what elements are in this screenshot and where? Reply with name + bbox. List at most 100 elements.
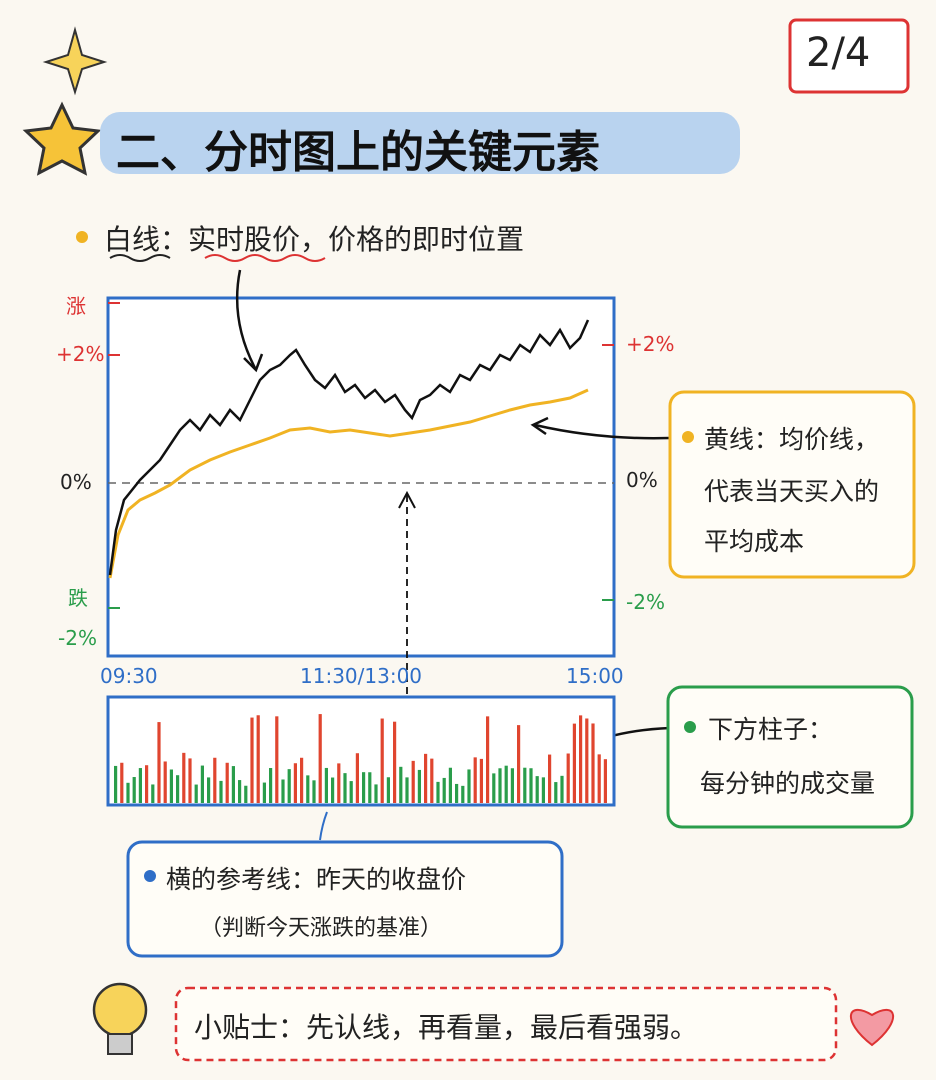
arrow-head bbox=[243, 353, 264, 373]
volume-bar bbox=[188, 758, 192, 803]
volume-bar bbox=[436, 781, 440, 803]
blue-note-line: 横的参考线：昨天的收盘价 bbox=[166, 865, 467, 894]
arrow bbox=[235, 269, 257, 369]
time-label: 09:30 bbox=[100, 664, 158, 688]
volume-bar bbox=[331, 777, 335, 803]
volume-bar bbox=[579, 715, 583, 803]
volume-bar bbox=[287, 769, 291, 803]
volume-bar bbox=[132, 777, 136, 803]
bulb bbox=[92, 982, 148, 1038]
volume-bar bbox=[349, 781, 353, 803]
bullet bbox=[684, 721, 696, 733]
bullet bbox=[76, 231, 88, 243]
volume-bar bbox=[163, 761, 167, 803]
white-line-note: 白线：实时股价，价格的即时位置 bbox=[104, 223, 525, 256]
volume-bar bbox=[182, 752, 186, 803]
volume-bar bbox=[473, 757, 477, 803]
volume-bar bbox=[120, 762, 124, 803]
volume-bar bbox=[486, 716, 490, 803]
volume-bar bbox=[541, 777, 545, 803]
volume-bar bbox=[269, 768, 273, 803]
volume-bar bbox=[176, 775, 180, 803]
yellow-note-box bbox=[668, 390, 916, 579]
volume-bar bbox=[256, 715, 260, 803]
tip: 小贴士：先认线，再看量，最后看强弱。 bbox=[194, 1011, 699, 1044]
yellow-note-line: 代表当天买入的 bbox=[704, 477, 880, 506]
axis-label: 0% bbox=[626, 468, 658, 492]
volume-bar bbox=[442, 777, 446, 803]
volume-bar bbox=[548, 754, 552, 803]
volume-bar bbox=[318, 714, 322, 803]
arrow bbox=[534, 423, 671, 440]
volume-bar bbox=[194, 784, 198, 803]
volume-bars bbox=[114, 714, 607, 803]
volume-bar bbox=[151, 784, 155, 803]
volume-bar bbox=[368, 772, 372, 803]
volume-bar bbox=[504, 765, 508, 803]
volume-bar bbox=[250, 717, 254, 803]
volume-bar bbox=[399, 766, 403, 803]
axis-label: 涨 bbox=[66, 294, 86, 318]
arrow bbox=[319, 811, 328, 841]
volume-bar bbox=[114, 765, 118, 803]
volume-bar bbox=[343, 773, 347, 803]
arrow-head bbox=[398, 490, 416, 509]
volume-bar bbox=[572, 723, 576, 803]
average-price-line bbox=[108, 388, 589, 579]
green-note-box bbox=[666, 685, 914, 829]
bullet bbox=[144, 870, 156, 882]
axis-label: +2% bbox=[56, 342, 105, 366]
volume-bar bbox=[560, 775, 564, 803]
underline bbox=[204, 254, 326, 262]
volume-bar bbox=[213, 757, 217, 803]
volume-bar bbox=[293, 763, 297, 803]
bullet bbox=[682, 431, 694, 443]
blue-note-line: （判断今天涨跌的基准） bbox=[200, 916, 443, 941]
volume-bar bbox=[238, 780, 242, 803]
volume-bar bbox=[281, 779, 285, 803]
heading-highlight bbox=[100, 112, 740, 174]
volume-bar bbox=[498, 768, 502, 803]
volume-bar bbox=[585, 718, 589, 803]
price-line bbox=[108, 319, 590, 576]
volume-bar bbox=[386, 777, 390, 803]
volume-bar bbox=[145, 765, 149, 803]
volume-bar bbox=[231, 766, 235, 803]
volume-bar bbox=[324, 767, 328, 803]
volume-bar bbox=[405, 777, 409, 803]
volume-bar bbox=[306, 775, 310, 803]
star bbox=[22, 101, 102, 176]
volume-bar bbox=[424, 753, 428, 803]
page-number-box bbox=[788, 18, 910, 94]
volume-bar bbox=[244, 785, 248, 803]
axis-label: +2% bbox=[626, 332, 675, 356]
yellow-note-line: 平均成本 bbox=[704, 527, 805, 556]
volume-bar bbox=[529, 768, 533, 803]
time-label: 15:00 bbox=[566, 664, 624, 688]
volume-bar bbox=[200, 765, 204, 803]
volume-bar bbox=[448, 767, 452, 803]
volume-bar bbox=[126, 782, 130, 803]
volume-bar bbox=[430, 758, 434, 803]
volume-bar bbox=[417, 769, 421, 803]
volume-bar bbox=[138, 768, 142, 803]
volume-bar bbox=[225, 762, 229, 803]
volume-bar bbox=[355, 753, 359, 803]
volume-bar bbox=[517, 725, 521, 803]
volume-bar bbox=[207, 777, 211, 803]
yellow-note-line: 黄线：均价线， bbox=[704, 425, 880, 454]
volume-bar bbox=[393, 721, 397, 803]
time-label: 11:30/13:00 bbox=[300, 664, 423, 688]
volume-bar bbox=[157, 722, 161, 803]
volume-bar bbox=[169, 769, 173, 803]
page-number: 2/4 bbox=[806, 30, 871, 76]
blue-note-box bbox=[126, 840, 564, 958]
volume-bar bbox=[337, 763, 341, 803]
volume-bar bbox=[510, 768, 514, 803]
volume-bar bbox=[591, 723, 595, 803]
volume-bar bbox=[300, 757, 304, 803]
volume-bar bbox=[479, 758, 483, 803]
volume-bar bbox=[380, 718, 384, 803]
